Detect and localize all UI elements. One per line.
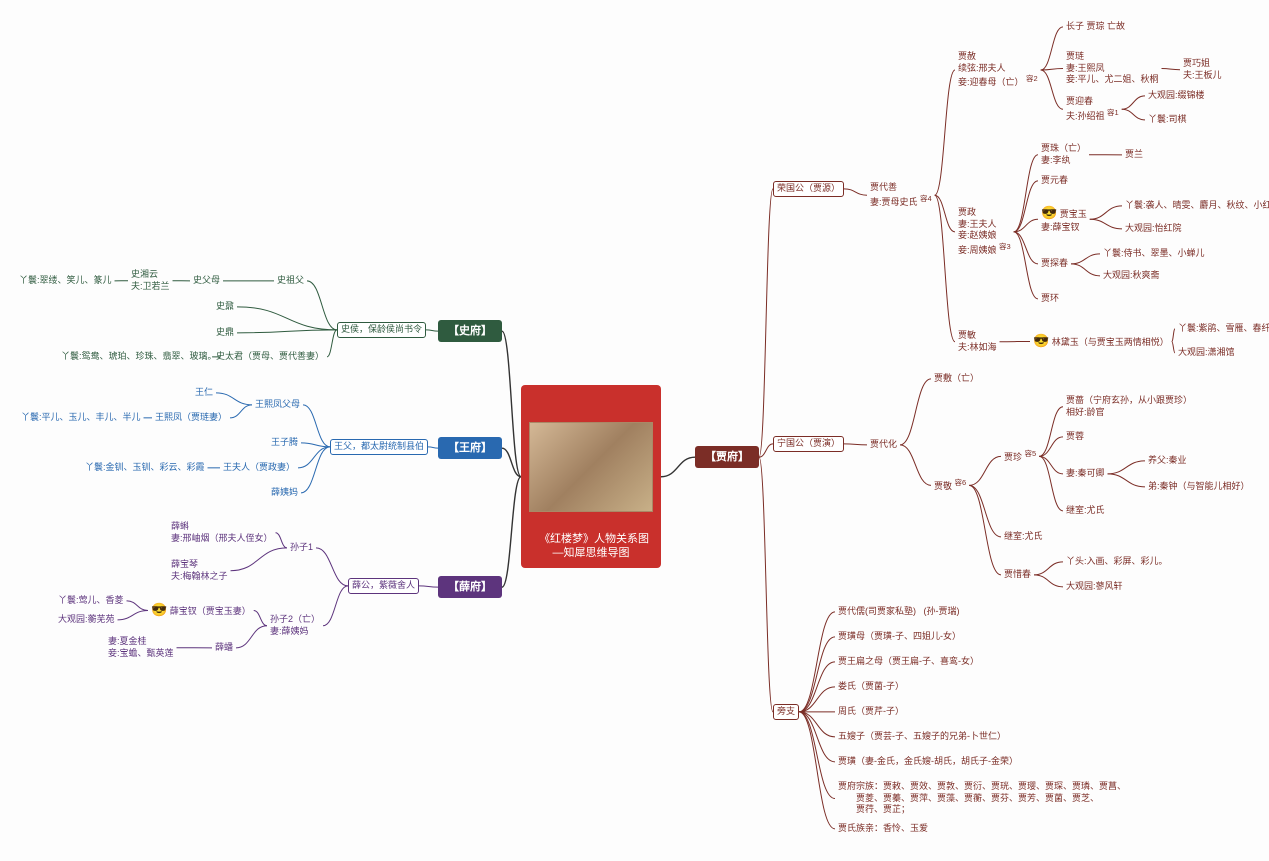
jia-xichun-garden: 大观园:蓼风轩 bbox=[1063, 580, 1126, 594]
jia-ningguogong[interactable]: 宁国公（贾演） bbox=[773, 436, 844, 452]
jia-she[interactable]: 贾赦 续弦:邢夫人 妾:迎春母（亡） 容2 bbox=[955, 50, 1041, 90]
sunglasses-icon: 😎 bbox=[1033, 333, 1049, 348]
shi-jiamu-maids: 丫鬟:鸳鸯、琥珀、珍珠、翡翠、玻璃。 bbox=[58, 350, 220, 364]
jia-zhen[interactable]: 贾珍 容5 bbox=[1001, 448, 1039, 465]
wang-xifeng-maids: 丫鬟:平儿、玉儿、丰儿、半儿 bbox=[18, 411, 144, 425]
jia-lian[interactable]: 贾琏 妻:王熙凤 妾:平儿、尤二姐、秋桐 bbox=[1063, 50, 1162, 87]
jia-daishan[interactable]: 贾代善 妻:贾母史氏 容4 bbox=[867, 181, 935, 209]
wang-xifeng[interactable]: 王熙凤（贾琏妻） bbox=[152, 411, 230, 425]
shi-b1[interactable]: 史祖父 bbox=[274, 274, 307, 288]
jia-fu[interactable]: 贾敷（亡） bbox=[931, 372, 982, 386]
jia-baoyu-maids: 丫鬟:袭人、晴雯、麝月、秋纹、小红 bbox=[1122, 199, 1269, 213]
wang-xueyima[interactable]: 薛姨妈 bbox=[268, 486, 301, 500]
pang-6: 五嫂子（贾芸-子、五嫂子的兄弟-卜世仁） bbox=[835, 730, 1009, 744]
lin-daiyu[interactable]: 😎 林黛玉（与贾宝玉两情相悦） bbox=[1030, 332, 1172, 351]
shi-b2[interactable]: 史鼐 bbox=[213, 300, 237, 314]
jia-qiang[interactable]: 贾蔷（宁府玄孙，从小跟贾珍） 相好:龄官 bbox=[1063, 394, 1195, 419]
jia-baoyu[interactable]: 😎 贾宝玉 妻:薛宝钗 bbox=[1038, 204, 1090, 235]
wang-b1[interactable]: 王熙凤父母 bbox=[252, 398, 303, 412]
lin-daiyu-garden: 大观园:潇湘馆 bbox=[1175, 346, 1238, 360]
sup-rong4: 容4 bbox=[920, 194, 932, 203]
jia-qiaojie[interactable]: 贾巧姐 夫:王板儿 bbox=[1180, 57, 1225, 82]
jia-zhu[interactable]: 贾珠（亡） 妻:李纨 bbox=[1038, 142, 1089, 167]
sup-rong1: 容1 bbox=[1107, 108, 1119, 117]
jia-xichun[interactable]: 贾惜春 bbox=[1001, 568, 1034, 582]
jia-min[interactable]: 贾敏 夫:林如海 bbox=[955, 329, 1000, 354]
jia-lan[interactable]: 贾兰 bbox=[1122, 148, 1146, 162]
xue-ancestor[interactable]: 薛公，紫薇舍人 bbox=[348, 578, 419, 594]
family-jia[interactable]: 【贾府】 bbox=[695, 446, 759, 468]
jia-yingchun-garden: 大观园:缀锦楼 bbox=[1145, 89, 1208, 103]
root-node: 《红楼梦》人物关系图 —知犀思维导图 bbox=[521, 385, 661, 568]
pang-7: 贾璜（妻-金氏，金氏嫂-胡氏，胡氏子-金荣） bbox=[835, 755, 1021, 769]
family-wang[interactable]: 【王府】 bbox=[438, 437, 502, 459]
jia-baoyu-garden: 大观园:怡红院 bbox=[1122, 222, 1185, 236]
shi-xiangyun-maids: 丫鬟:翠缕、笑儿、篆儿 bbox=[16, 274, 115, 288]
xue-ke[interactable]: 薛蝌 妻:邢岫烟（邢夫人侄女） bbox=[168, 520, 276, 545]
pang-3: 贾王扁之母（贾王扁-子、喜鸾-女） bbox=[835, 655, 982, 669]
wang-ancestor[interactable]: 王父，都太尉统制县伯 bbox=[330, 439, 428, 455]
pang-4: 娄氏（贾菌-子） bbox=[835, 680, 907, 694]
xue-baoqin[interactable]: 薛宝琴 夫:梅翰林之子 bbox=[168, 558, 231, 583]
pang-8: 贾府宗族：贾敕、贾效、贾敦、贾衍、贾珖、贾璎、贾琛、贾璘、贾菖、 贾菱、贾蓁、贾… bbox=[835, 780, 1129, 817]
jia-huan[interactable]: 贾环 bbox=[1038, 292, 1062, 306]
you-shi[interactable]: 继室:尤氏 bbox=[1001, 530, 1046, 544]
jia-rongguogong[interactable]: 荣国公（贾源） bbox=[773, 181, 844, 197]
shi-xiangyun[interactable]: 史湘云 夫:卫若兰 bbox=[128, 268, 173, 293]
pang-2: 贾璜母（贾璜-子、四姐儿-女） bbox=[835, 630, 964, 644]
sunglasses-icon: 😎 bbox=[151, 602, 167, 617]
xue-baochai[interactable]: 😎 薛宝钗（贾宝玉妻） bbox=[148, 601, 254, 620]
jia-jing[interactable]: 贾敬 容6 bbox=[931, 477, 969, 494]
jia-tanchun[interactable]: 贾探春 bbox=[1038, 257, 1071, 271]
jia-tanchun-garden: 大观园:秋爽斋 bbox=[1100, 269, 1163, 283]
xue-baochai-maids: 丫鬟:莺儿、香菱 bbox=[55, 594, 127, 608]
xue-sun1[interactable]: 孙子1 bbox=[287, 541, 316, 555]
root-title: 《红楼梦》人物关系图 —知犀思维导图 bbox=[539, 533, 649, 559]
pang-1: 贾代儒(司贾家私塾) (孙-贾瑞) bbox=[835, 605, 963, 619]
shi-b1a[interactable]: 史父母 bbox=[190, 274, 223, 288]
you-shi-zhen[interactable]: 继室:尤氏 bbox=[1063, 504, 1108, 518]
xue-baochai-garden: 大观园:蘅芜苑 bbox=[55, 613, 118, 627]
sup-rong5: 容5 bbox=[1025, 449, 1037, 458]
jia-tanchun-maids: 丫鬟:侍书、翠墨、小蝉儿 bbox=[1100, 247, 1208, 261]
xue-pan-wives: 妻:夏金桂 妾:宝蟾、甄英莲 bbox=[105, 635, 177, 660]
sup-rong6: 容6 bbox=[955, 478, 967, 487]
sup-rong2: 容2 bbox=[1026, 74, 1038, 83]
pang-5: 周氏（贾芹-子） bbox=[835, 705, 907, 719]
wang-furen-maids: 丫鬟:金钏、玉钏、彩云、彩霞 bbox=[82, 461, 208, 475]
shi-jiamu[interactable]: 史太君（贾母、贾代善妻） bbox=[213, 350, 327, 364]
pang-9: 贾氏族亲：香怜、玉爱 bbox=[835, 822, 931, 836]
jia-yingchun-maid: 丫鬟:司棋 bbox=[1145, 113, 1190, 127]
qin-zhong: 弟:秦钟（与智能儿相好） bbox=[1145, 480, 1253, 494]
jia-rong-person[interactable]: 贾蓉 bbox=[1063, 430, 1087, 444]
root-image bbox=[529, 422, 653, 512]
family-shi[interactable]: 【史府】 bbox=[438, 320, 502, 342]
xue-sun2[interactable]: 孙子2（亡） 妻:薛姨妈 bbox=[267, 613, 323, 638]
jia-daihua[interactable]: 贾代化 bbox=[867, 438, 900, 452]
lin-daiyu-maids: 丫鬟:紫鹃、雪雁、春纤 bbox=[1175, 322, 1269, 336]
shi-ancestor[interactable]: 史侯，保龄侯尚书令 bbox=[337, 322, 426, 338]
jia-cong[interactable]: 长子 贾琮 亡故 bbox=[1063, 20, 1128, 34]
shi-b3[interactable]: 史鼎 bbox=[213, 326, 237, 340]
jia-xichun-maids: 丫头:入画、彩屏、彩儿。 bbox=[1063, 555, 1171, 569]
jia-pangzhi[interactable]: 旁支 bbox=[773, 704, 799, 720]
jia-zheng[interactable]: 贾政 妻:王夫人 妾:赵姨娘 妾:周姨娘 容3 bbox=[955, 206, 1014, 258]
qin-keqing[interactable]: 妻:秦可卿 bbox=[1063, 467, 1108, 481]
wang-furen[interactable]: 王夫人（贾政妻） bbox=[220, 461, 298, 475]
sunglasses-icon: 😎 bbox=[1041, 205, 1057, 220]
wang-ziteng[interactable]: 王子腾 bbox=[268, 436, 301, 450]
family-xue[interactable]: 【薛府】 bbox=[438, 576, 502, 598]
wang-ren[interactable]: 王仁 bbox=[192, 386, 216, 400]
qin-ye: 养父:秦业 bbox=[1145, 454, 1190, 468]
jia-yuanchun[interactable]: 贾元春 bbox=[1038, 174, 1071, 188]
xue-pan[interactable]: 薛蟠 bbox=[212, 641, 236, 655]
sup-rong3: 容3 bbox=[999, 242, 1011, 251]
jia-yingchun[interactable]: 贾迎春 夫:孙绍祖 容1 bbox=[1063, 95, 1122, 123]
